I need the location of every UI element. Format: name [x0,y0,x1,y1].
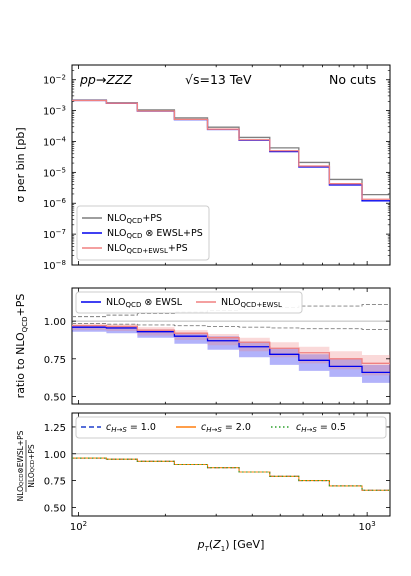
ratio-ytick-label-0: 0.50 [44,392,66,403]
hscheme-legend-label-3: cH→S = 0.5 [296,422,346,434]
panel-xsec-frame [71,64,391,266]
ratio-series-1 [72,325,390,364]
xsec-ytick-label-4: 10−4 [43,135,67,148]
hscheme-ylabel: NLOQCD⊗EWSL+PS NLOQCD+PS [16,430,36,501]
legend-label-nlo-qcd-x-ewsl-ps: NLOQCD ⊗ EWSL+PS [107,228,203,240]
xsec-ytick-label-8: 10−8 [43,259,66,272]
axes-ticks: 102 103 10−8 10−7 10−6 10−5 10−4 10−3 10−2 0.50 0.… [43,64,390,533]
xsec-ytick-label-7: 10−7 [43,228,66,241]
xsec-ytick-label-5: 10−5 [43,166,66,179]
hscheme-legend: cH→S = 1.0 cH→S = 2.0 cH→S = 0.5 [75,416,387,439]
legend-label-nlo-qcd-ps: NLOQCD+PS [107,213,162,225]
ratio-band-0 [72,325,390,383]
hscheme-ytick-label-0: 0.50 [44,503,66,514]
xsec-series-1 [72,99,390,202]
ratio-legend-label-ewsl-factorized: NLOQCD ⊗ EWSL [106,297,183,309]
ratio-series-3 [72,322,390,330]
ratio-ytick-label-1: 0.75 [44,355,66,366]
xsec-ylabel: σ per bin [pb] [14,127,27,202]
hscheme-legend-label-1: cH→S = 1.0 [106,422,156,434]
process-annotation: pp→ZZZ [79,72,132,87]
x-tick-label-0: 102 [70,520,87,533]
ratio-ytick-label-2: 1.00 [44,317,66,328]
xsec-series-2 [72,99,390,200]
panel-hscheme-frame [71,412,391,517]
panel-ratio-frame [71,287,391,405]
xsec-legend: NLOQCD+PS NLOQCD ⊗ EWSL+PS NLOQCD+EWSL+P… [76,205,210,261]
xsec-ytick-label-3: 10−3 [43,105,66,118]
hscheme-legend-label-2: cH→S = 2.0 [201,422,251,434]
cuts-annotation: No cuts [329,72,376,87]
xsec-series-0 [72,99,390,196]
hscheme-series-2 [72,457,390,491]
svg-text:NLOQCD+PS: NLOQCD+PS [27,444,36,488]
hscheme-ytick-label-1: 0.75 [44,477,66,488]
ratio-ylabel: ratio to NLOQCD+PS [14,294,29,399]
hscheme-ytick-label-2: 1.00 [44,450,66,461]
hscheme-plot [72,453,390,491]
x-tick-label-1: 103 [359,520,376,533]
svg-text:NLOQCD⊗EWSL+PS: NLOQCD⊗EWSL+PS [16,430,25,501]
ratio-legend: NLOQCD ⊗ EWSL NLOQCD+EWSL [75,291,303,314]
xsec-ytick-label-6: 10−6 [43,197,67,210]
hscheme-series-1 [72,457,390,491]
energy-annotation: √s=13 TeV [185,72,252,87]
hscheme-ytick-label-3: 1.25 [44,423,66,434]
ratio-series-2 [72,304,390,318]
xsec-plot [72,99,390,202]
ratio-band-1 [72,323,390,376]
x-axis-label: pT(Z1) [GeV] [197,538,265,553]
xsec-ytick-label-2: 10−2 [43,74,66,87]
ratio-plot [72,304,390,383]
